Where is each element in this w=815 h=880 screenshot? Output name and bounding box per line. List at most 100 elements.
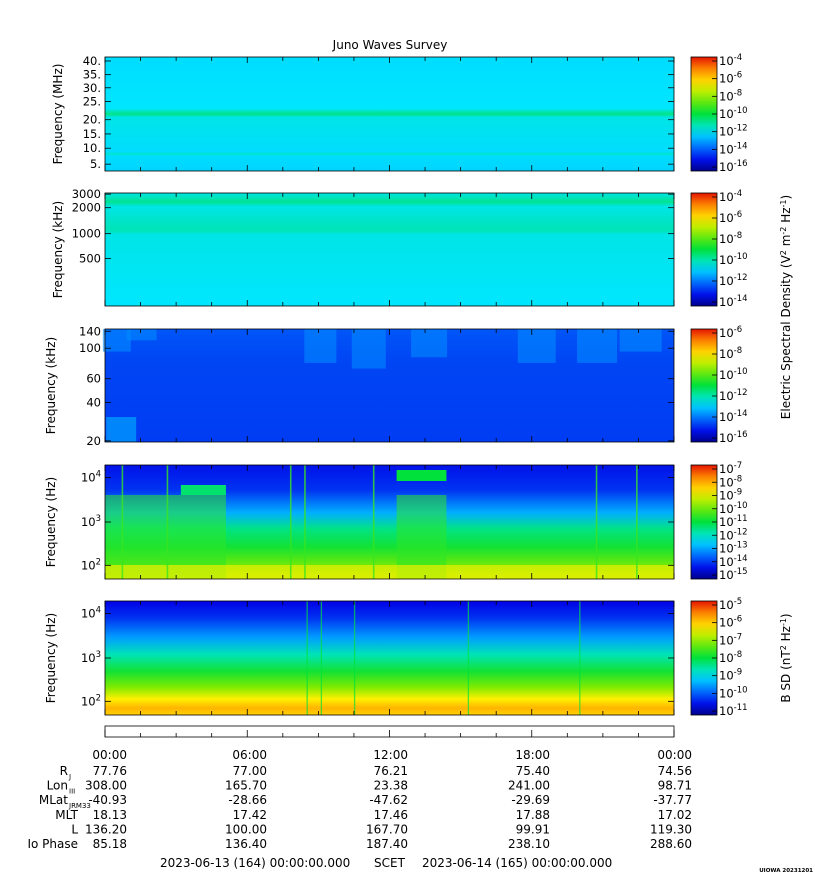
emission-band: [180, 485, 226, 495]
time-label: 06:00: [232, 748, 267, 762]
colorbar-tick-label: 10-8: [719, 474, 742, 489]
ephemeris-value: 77.00: [233, 764, 267, 778]
colorbar-1: 10-4 10-6 10-8 10-10 10-12 10-14 10-16: [690, 53, 748, 174]
ephemeris-row-label: R: [60, 764, 68, 778]
ephemeris-value: -40.93: [88, 793, 127, 807]
ephemeris-value: 238.10: [508, 837, 550, 851]
radio-burst: [619, 329, 662, 352]
ephemeris-value: 136.20: [85, 822, 127, 836]
y-tick-label: 103: [81, 650, 101, 665]
impulsive-event: [306, 601, 308, 715]
magnetic-colorbar-label: B SD (nT2 Hz-1): [779, 613, 794, 702]
emission-band: [396, 470, 447, 481]
impulsive-event: [320, 601, 323, 715]
colorbar-tick-label: 10-12: [719, 124, 748, 139]
time-label: 18:00: [515, 748, 550, 762]
ephemeris-value: 165.70: [225, 779, 267, 793]
colorbar-tick-label: 10-5: [719, 597, 742, 612]
y-tick-label: 40: [86, 395, 101, 409]
ephemeris-value: -28.66: [228, 793, 267, 807]
spectrogram-panel-5: Frequency (Hz) 104 103 102: [44, 600, 675, 716]
colorbar-5: 10-5 10-6 10-7 10-8 10-9 10-10 10-11 B SD (nT2 …: [690, 597, 794, 718]
colorbar-tick-label: 10-16: [719, 430, 748, 445]
colorbar-tick-label: 10-14: [719, 554, 748, 569]
ephemeris-value: 18.13: [93, 808, 127, 822]
colorbar-tick-label: 10-14: [719, 409, 748, 424]
ephemeris-row-label: Lon: [47, 779, 68, 793]
ephemeris-row-label: MLT: [55, 808, 78, 822]
time-label: 00:00: [657, 748, 692, 762]
spectrogram-panel-1: Frequency (MHz) 40.35.30.25. 20.15.10. 5.: [51, 54, 675, 172]
y-tick-label: 20.: [83, 113, 101, 127]
spectrogram-panels: Frequency (MHz)40.35.30.25.20.15.10.5.Fr…: [44, 54, 675, 716]
colorbar-tick-label: 10-16: [719, 159, 748, 174]
ephemeris-row-subscript: J: [68, 773, 71, 781]
footer-end-time: 2023-06-14 (165) 00:00:00.000: [422, 856, 612, 870]
electric-colorbar-label: Electric Spectral Density (V2 m-2 Hz-1): [779, 195, 794, 419]
time-label: 00:00: [92, 748, 127, 762]
radio-burst: [351, 329, 386, 369]
y-tick-label: 60: [86, 372, 101, 386]
impulsive-event: [595, 465, 598, 579]
spectrogram-image: [105, 601, 674, 715]
ephemeris-value: 23.38: [374, 779, 408, 793]
y-tick-label: 104: [81, 606, 101, 621]
spectrogram-image: [105, 193, 674, 306]
low-freq-emission: [106, 417, 137, 442]
ephemeris-value: -29.69: [511, 793, 550, 807]
y-axis-label: Frequency (Hz): [44, 613, 58, 704]
y-tick-label: 102: [81, 557, 101, 572]
y-tick-label: 30.: [83, 81, 101, 95]
spectrogram-image: [105, 57, 674, 171]
colorbar-tick-label: 10-7: [719, 461, 742, 476]
y-tick-label: 103: [81, 514, 101, 529]
y-tick-label: 104: [81, 470, 101, 485]
impulsive-event: [579, 601, 581, 715]
y-tick-label: 10.: [83, 141, 101, 155]
footer-scet-label: SCET: [374, 856, 406, 870]
y-tick-label: 102: [81, 693, 101, 708]
colorbar-tick-label: 10-8: [719, 650, 742, 665]
colorbar-tick-label: 10-15: [719, 567, 748, 582]
colorbar-4: 10-710-810-910-1010-1110-1210-1310-1410-…: [690, 461, 748, 582]
spectrogram-panel-4: Frequency (Hz) 104 103 102: [44, 464, 675, 580]
ephemeris-value: 85.18: [93, 837, 127, 851]
colorbar-tick-label: 10-8: [719, 88, 742, 103]
y-tick-label: 15.: [83, 127, 101, 141]
impulsive-event: [289, 465, 292, 579]
ephemeris-value: 17.42: [233, 808, 267, 822]
radio-burst: [577, 329, 618, 363]
colorbar-tick-label: 10-14: [719, 141, 748, 156]
colorbar-tick-label: 10-4: [719, 53, 742, 68]
ephemeris-value: 77.76: [93, 764, 127, 778]
time-axis: [104, 725, 675, 738]
colorbar-tick-label: 10-10: [719, 501, 748, 516]
colorbar-tick-label: 10-11: [719, 514, 748, 529]
impulsive-event: [121, 465, 124, 579]
y-tick-label: 500: [79, 252, 101, 266]
ephemeris-value: 17.02: [658, 808, 692, 822]
ephemeris-value: 100.00: [225, 822, 267, 836]
colorbar-tick-label: 10-14: [719, 294, 748, 309]
ephemeris-value: 74.56: [658, 764, 692, 778]
radio-burst: [126, 329, 157, 341]
colorbars: 10-4 10-6 10-8 10-10 10-12 10-14 10-16 10-4 10-6…: [690, 53, 794, 718]
colorbar-tick-label: 10-11: [719, 703, 748, 718]
colorbar-scale: [690, 192, 718, 307]
y-tick-label: 5.: [90, 157, 101, 171]
radio-burst: [304, 329, 337, 363]
impulsive-event: [166, 465, 169, 579]
ephemeris-row-label: Io Phase: [27, 837, 78, 851]
ephemeris-value: 136.40: [225, 837, 267, 851]
impulsive-event: [636, 465, 638, 579]
ephemeris-value: 167.70: [366, 822, 408, 836]
ephemeris-row-subscript: JRM33: [68, 802, 91, 810]
colorbar-2: 10-4 10-6 10-8 10-10 10-12 10-14: [690, 189, 748, 309]
footer-start-time: 2023-06-13 (164) 00:00:00.000: [160, 856, 350, 870]
colorbar-tick-label: 10-9: [719, 488, 742, 503]
spectrogram-panel-3: Frequency (kHz) 140 100 60 40 20: [44, 324, 675, 448]
colorbar-tick-label: 10-6: [719, 210, 742, 225]
ephemeris-value: 187.40: [366, 837, 408, 851]
colorbar-tick-label: 10-8: [719, 346, 742, 361]
